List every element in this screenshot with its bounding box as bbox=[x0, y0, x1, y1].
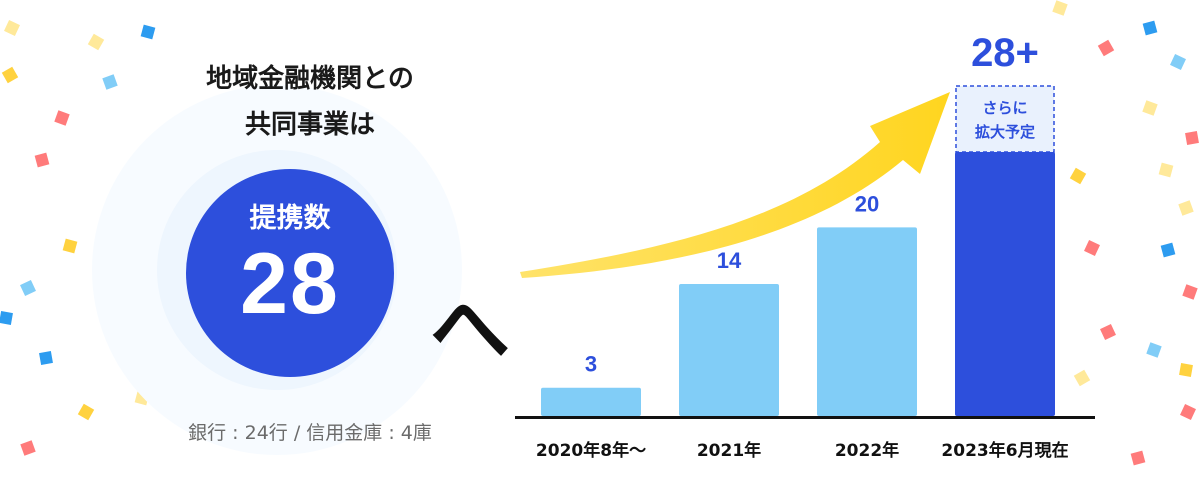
confetti-piece bbox=[1142, 100, 1158, 116]
confetti-piece bbox=[1084, 240, 1100, 256]
partnership-count-badge: 提携数 28 bbox=[186, 169, 394, 377]
extension-label-line-2: 拡大予定 bbox=[975, 123, 1035, 141]
bar-1 bbox=[541, 387, 641, 416]
confetti-piece bbox=[102, 74, 118, 90]
confetti-piece bbox=[20, 440, 36, 456]
confetti-piece bbox=[1158, 162, 1174, 178]
extension-label-line-1: さらに bbox=[982, 99, 1027, 117]
confetti-piece bbox=[1178, 200, 1194, 216]
confetti-piece bbox=[1073, 369, 1091, 387]
headline-line2: 共同事業は bbox=[244, 110, 375, 140]
confetti-piece bbox=[34, 152, 50, 168]
confetti-piece bbox=[1170, 54, 1186, 70]
extension-box bbox=[955, 85, 1055, 153]
confetti-piece bbox=[1052, 0, 1068, 16]
confetti-piece bbox=[4, 20, 20, 36]
confetti-piece bbox=[140, 24, 156, 40]
partner-breakdown-note: 銀行 : 24行 / 信用金庫 : 4庫 bbox=[188, 422, 432, 444]
bar-3 bbox=[817, 227, 917, 416]
bar-2 bbox=[679, 284, 779, 416]
confetti-piece bbox=[1180, 404, 1196, 420]
connector-text: へ bbox=[430, 283, 510, 376]
headline: 地域金融機関との 共同事業は bbox=[130, 56, 490, 148]
bar-4 bbox=[955, 152, 1055, 416]
category-label-4: 2023年6月現在 bbox=[941, 440, 1068, 461]
value-label-1: 3 bbox=[585, 352, 597, 377]
confetti-piece bbox=[1, 66, 19, 84]
confetti-piece bbox=[1182, 284, 1198, 300]
confetti-piece bbox=[54, 110, 70, 126]
confetti-piece bbox=[1179, 363, 1193, 377]
confetti-piece bbox=[39, 351, 53, 365]
category-label-3: 2022年 bbox=[835, 440, 899, 461]
confetti-piece bbox=[1130, 450, 1146, 466]
headline-line1: 地域金融機関との bbox=[206, 64, 414, 94]
confetti-piece bbox=[87, 33, 105, 51]
confetti-piece bbox=[1146, 342, 1162, 358]
partnership-count-value: 28 bbox=[240, 236, 340, 332]
confetti-piece bbox=[77, 403, 95, 421]
confetti-piece bbox=[1160, 242, 1176, 258]
value-label-3: 20 bbox=[855, 191, 879, 216]
category-label-1: 2020年8年〜 bbox=[536, 440, 646, 461]
trend-arrow bbox=[520, 92, 950, 278]
value-label-4: 28+ bbox=[971, 31, 1039, 75]
partnership-count-label: 提携数 bbox=[249, 203, 331, 234]
confetti-piece bbox=[1069, 167, 1087, 185]
confetti-piece bbox=[0, 311, 13, 325]
confetti-piece bbox=[20, 280, 36, 296]
confetti-piece bbox=[1097, 39, 1115, 57]
value-label-2: 14 bbox=[717, 248, 742, 273]
confetti-piece bbox=[1100, 324, 1116, 340]
confetti-piece bbox=[62, 238, 78, 254]
category-label-2: 2021年 bbox=[697, 440, 761, 461]
confetti-piece bbox=[1142, 20, 1158, 36]
confetti-piece bbox=[1185, 131, 1199, 145]
